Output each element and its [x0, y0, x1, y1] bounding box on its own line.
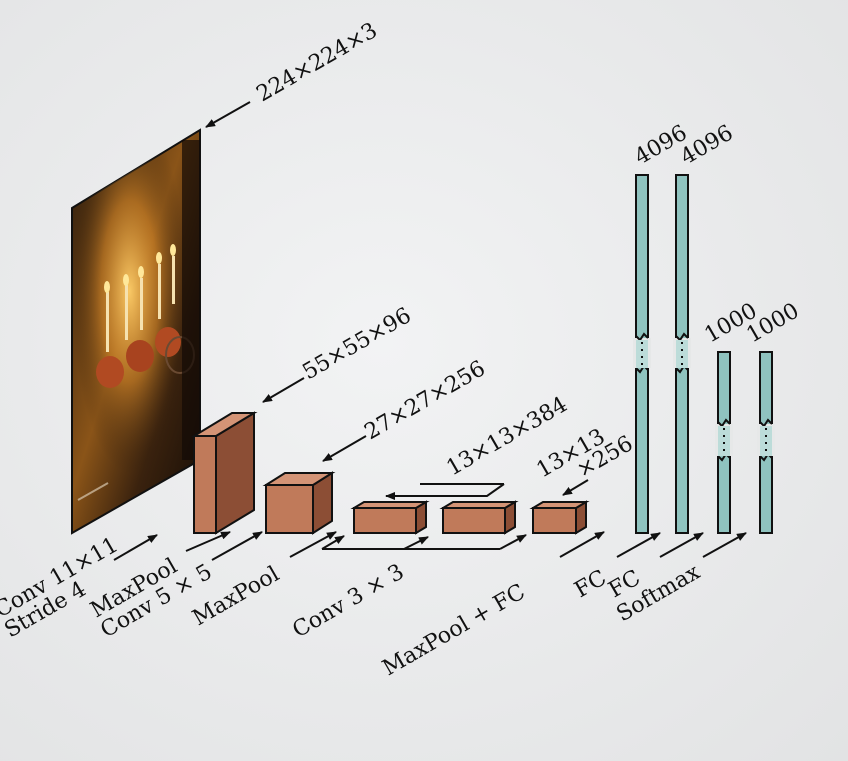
arrow-op-pool-conv-2 [211, 531, 263, 561]
arrow-dim-input [205, 101, 251, 128]
arrow-op-softmax [702, 532, 747, 558]
label-op-fc-a: FC [571, 565, 611, 603]
conv1-volume [190, 411, 258, 535]
conv3-top-face [350, 501, 430, 509]
label-op-conv3x3: Conv 3 × 3 [289, 559, 409, 643]
softmax-bar [757, 351, 775, 534]
input-image [71, 128, 201, 535]
arrow-dim-conv2 [322, 435, 367, 462]
conv3-front-face [353, 507, 417, 534]
conv4-volume [439, 500, 519, 535]
conv3x3-connectors [321, 483, 527, 550]
label-dim-input: 224×224×3 [253, 18, 382, 107]
arrow-dim-conv5 [562, 479, 589, 496]
conv2-volume [262, 471, 336, 535]
arrow-op-maxpool [289, 531, 337, 558]
conv3-volume [350, 500, 430, 535]
arrow-op-conv1 [113, 534, 158, 561]
conv2-front-face [265, 484, 314, 534]
arrow-op-fc-a [616, 532, 661, 558]
arrow-dim-conv1 [262, 377, 305, 403]
label-dim-conv2: 27×27×256 [361, 356, 490, 445]
conv5-volume [529, 500, 590, 535]
label-op-maxpool-fc: MaxPool + FC [379, 580, 530, 682]
conv4-front-face [442, 507, 506, 534]
label-dim-conv1: 55×55×96 [299, 303, 416, 385]
arrow-op-maxpool-fc [559, 531, 605, 558]
conv2-top-face [262, 472, 336, 486]
conv5-front-face [532, 507, 577, 534]
conv4-top-face [439, 501, 519, 509]
candles-photo-icon [96, 244, 195, 388]
arrow-op-pool-conv [185, 531, 231, 552]
conv5-top-face [529, 501, 590, 509]
fc2-bar [673, 174, 691, 534]
conv1-front-face [193, 435, 217, 534]
fc3-bar [715, 351, 733, 534]
arrow-op-fc-b [659, 532, 704, 558]
fc1-bar [633, 174, 651, 534]
conv1-top-face [190, 412, 258, 437]
label-dim-fc2: 4096 [677, 121, 738, 171]
